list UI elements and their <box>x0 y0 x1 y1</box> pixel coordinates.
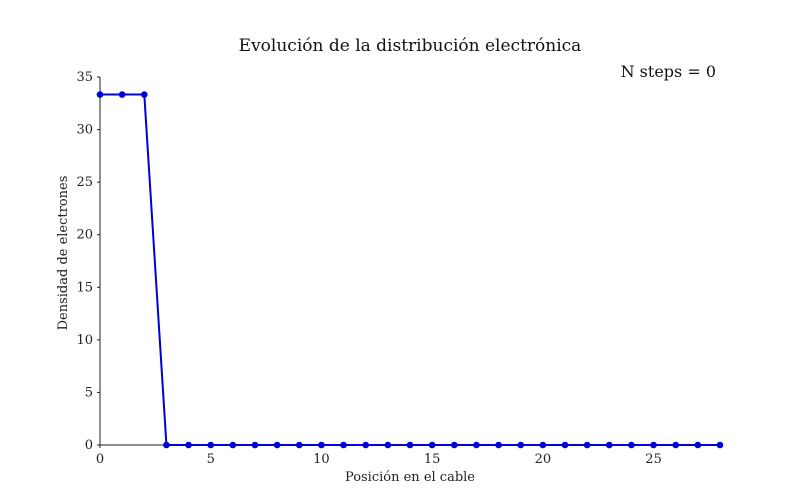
data-point <box>207 441 215 449</box>
data-point <box>273 441 281 449</box>
data-point <box>672 441 680 449</box>
data-point <box>583 441 591 449</box>
axes: 0 5 10 15 20 25 0 5 10 15 20 25 30 35 <box>76 70 720 467</box>
x-tick-label: 10 <box>313 452 330 467</box>
x-tick-label: 20 <box>535 452 552 467</box>
data-point <box>384 441 392 449</box>
data-point <box>428 441 436 449</box>
n-steps-annotation: N steps = 0 <box>621 62 716 81</box>
data-point <box>118 91 126 98</box>
data-point <box>362 441 370 449</box>
data-point <box>96 91 104 98</box>
data-point <box>406 441 414 449</box>
data-point <box>295 441 303 449</box>
data-point <box>517 441 525 449</box>
x-tick-label: 0 <box>96 452 104 467</box>
series-layer <box>96 91 724 449</box>
y-tick-label: 20 <box>76 228 93 243</box>
x-tick-label: 15 <box>424 452 441 467</box>
x-axis-label: Posición en el cable <box>345 470 475 485</box>
data-point <box>539 441 547 449</box>
x-tick-label: 5 <box>207 452 215 467</box>
y-axis-label: Densidad de electrones <box>56 176 71 331</box>
y-tick-label: 25 <box>76 175 93 190</box>
data-point <box>561 441 569 449</box>
data-point <box>605 441 613 449</box>
data-point <box>229 441 237 449</box>
data-point <box>495 441 502 449</box>
data-point <box>650 441 657 449</box>
x-tick-label: 25 <box>645 452 662 467</box>
y-tick-label: 35 <box>76 70 93 85</box>
y-tick-label: 5 <box>85 385 93 400</box>
data-point <box>251 441 259 449</box>
y-tick-label: 10 <box>76 333 93 348</box>
chart-title: Evolución de la distribución electrónica <box>239 36 582 56</box>
y-tick-label: 30 <box>76 123 93 138</box>
data-point <box>473 441 480 449</box>
data-point <box>694 441 702 449</box>
data-point <box>628 441 635 449</box>
data-point <box>318 441 325 449</box>
series-line <box>100 93 720 446</box>
data-point <box>185 441 192 449</box>
y-tick-label: 15 <box>76 280 93 295</box>
data-point <box>450 441 458 449</box>
y-tick-label: 0 <box>85 438 93 453</box>
data-point <box>140 91 148 98</box>
data-point <box>716 441 724 449</box>
data-point <box>163 441 170 449</box>
data-point <box>340 441 347 449</box>
